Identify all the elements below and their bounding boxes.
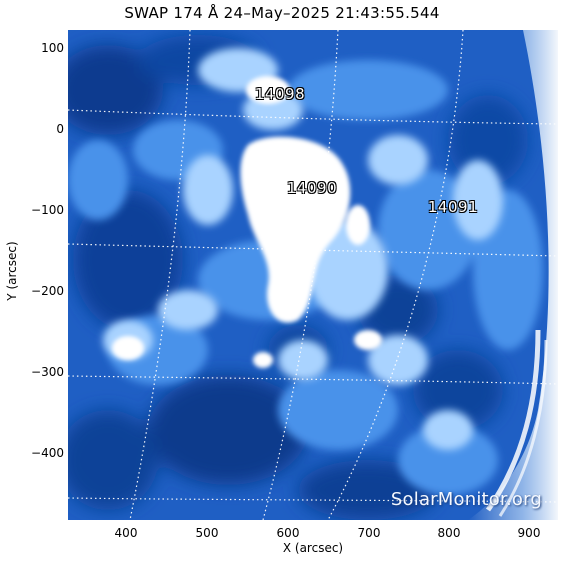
plot-title: SWAP 174 Å 24–May–2025 21:43:55.544 [124,4,440,22]
y-tick-label: −100 [31,203,64,217]
active-region-label-14091: 14091 [427,198,479,216]
x-tick-label: 900 [517,526,541,540]
x-axis-title: X (arcsec) [282,541,344,555]
y-tick-label: −300 [31,365,64,379]
x-tick-label: 400 [114,526,138,540]
solar-image-frame: 14098 14090 14091 SolarMonitor.org [68,30,558,520]
solar-limb-brightening [468,30,558,520]
heliographic-grid [68,30,558,520]
x-tick-label: 800 [437,526,461,540]
x-tick-label: 600 [276,526,300,540]
solar-euv-image [68,30,558,520]
y-tick-label: −400 [31,446,64,460]
x-tick-label: 500 [195,526,219,540]
y-tick-label: 0 [56,122,64,136]
active-region-label-14090: 14090 [286,179,338,197]
watermark: SolarMonitor.org [390,489,542,510]
y-tick-label: −200 [31,284,64,298]
x-tick-label: 700 [357,526,381,540]
bright-cores [112,76,382,368]
active-region-label-14098: 14098 [254,85,306,103]
y-axis-title: Y (arcsec) [5,241,19,301]
y-tick-label: 100 [41,41,64,55]
